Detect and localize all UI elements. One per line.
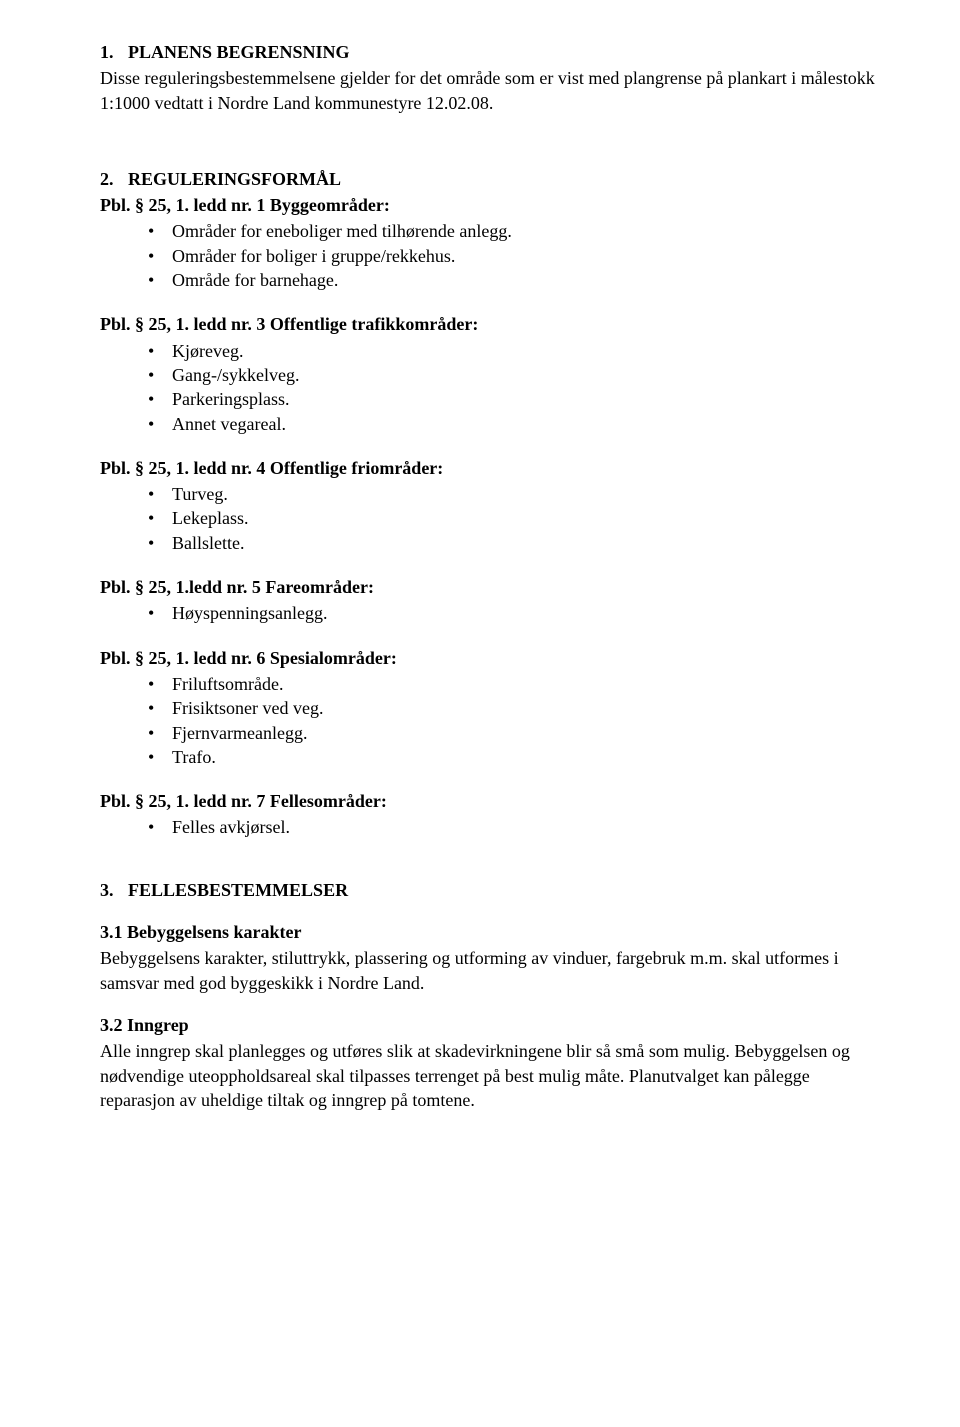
- list-item: Felles avkjørsel.: [148, 815, 880, 839]
- group-1-title: Pbl. § 25, 1. ledd nr. 1 Byggeområder:: [100, 193, 880, 217]
- sub-3-1-body: Bebyggelsens karakter, stiluttrykk, plas…: [100, 946, 880, 995]
- section-2-title: REGULERINGSFORMÅL: [128, 169, 341, 189]
- section-3-number: 3.: [100, 878, 128, 902]
- section-2-heading: 2.REGULERINGSFORMÅL: [100, 167, 880, 191]
- list-item: Ballslette.: [148, 531, 880, 555]
- section-1-intro: Disse reguleringsbestemmelsene gjelder f…: [100, 66, 880, 115]
- list-item: Lekeplass.: [148, 506, 880, 530]
- list-item: Parkeringsplass.: [148, 387, 880, 411]
- list-item: Områder for eneboliger med tilhørende an…: [148, 219, 880, 243]
- section-1-heading: 1.PLANENS BEGRENSNING: [100, 40, 880, 64]
- section-1-number: 1.: [100, 40, 128, 64]
- section-3-heading: 3.FELLESBESTEMMELSER: [100, 878, 880, 902]
- group-4-list: Høyspenningsanlegg.: [100, 601, 880, 625]
- group-3-title: Pbl. § 25, 1. ledd nr. 4 Offentlige frio…: [100, 456, 880, 480]
- list-item: Turveg.: [148, 482, 880, 506]
- list-item: Friluftsområde.: [148, 672, 880, 696]
- list-item: Annet vegareal.: [148, 412, 880, 436]
- group-3-list: Turveg. Lekeplass. Ballslette.: [100, 482, 880, 555]
- list-item: Trafo.: [148, 745, 880, 769]
- group-2-title: Pbl. § 25, 1. ledd nr. 3 Offentlige traf…: [100, 312, 880, 336]
- group-5-title: Pbl. § 25, 1. ledd nr. 6 Spesialområder:: [100, 646, 880, 670]
- section-3-title: FELLESBESTEMMELSER: [128, 880, 348, 900]
- sub-3-1-title: 3.1 Bebyggelsens karakter: [100, 920, 880, 944]
- group-5-list: Friluftsområde. Frisiktsoner ved veg. Fj…: [100, 672, 880, 769]
- sub-3-2-body: Alle inngrep skal planlegges og utføres …: [100, 1039, 880, 1112]
- list-item: Kjøreveg.: [148, 339, 880, 363]
- list-item: Områder for boliger i gruppe/rekkehus.: [148, 244, 880, 268]
- section-2-number: 2.: [100, 167, 128, 191]
- list-item: Frisiktsoner ved veg.: [148, 696, 880, 720]
- sub-3-2-title: 3.2 Inngrep: [100, 1013, 880, 1037]
- group-1-list: Områder for eneboliger med tilhørende an…: [100, 219, 880, 292]
- list-item: Område for barnehage.: [148, 268, 880, 292]
- list-item: Fjernvarmeanlegg.: [148, 721, 880, 745]
- group-6-list: Felles avkjørsel.: [100, 815, 880, 839]
- list-item: Høyspenningsanlegg.: [148, 601, 880, 625]
- group-2-list: Kjøreveg. Gang-/sykkelveg. Parkeringspla…: [100, 339, 880, 436]
- section-1-title: PLANENS BEGRENSNING: [128, 42, 350, 62]
- group-4-title: Pbl. § 25, 1.ledd nr. 5 Fareområder:: [100, 575, 880, 599]
- group-6-title: Pbl. § 25, 1. ledd nr. 7 Fellesområder:: [100, 789, 880, 813]
- list-item: Gang-/sykkelveg.: [148, 363, 880, 387]
